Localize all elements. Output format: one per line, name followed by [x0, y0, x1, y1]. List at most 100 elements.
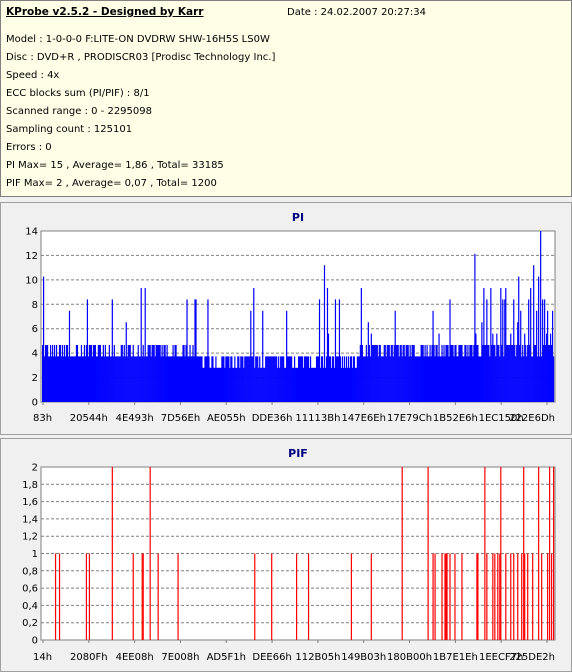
data-bar	[165, 356, 167, 402]
data-bar	[376, 345, 378, 402]
data-bar	[42, 345, 44, 402]
data-bar	[238, 356, 240, 402]
data-bar	[246, 356, 248, 402]
data-bar	[501, 345, 503, 402]
y-tick-label: 0,8	[22, 566, 38, 577]
data-bar	[296, 367, 298, 402]
data-bar	[292, 367, 294, 402]
data-bar	[483, 288, 485, 402]
data-bar	[401, 356, 403, 402]
data-bar	[215, 356, 217, 402]
data-bar	[124, 356, 126, 402]
data-bar	[342, 367, 345, 402]
data-bar	[394, 310, 396, 402]
y-tick-label: 1	[32, 549, 38, 560]
data-bar	[221, 356, 223, 402]
data-bar	[441, 553, 443, 640]
data-bar	[314, 367, 317, 402]
y-tick-label: 0	[32, 398, 38, 409]
data-bar	[524, 553, 526, 640]
data-bar	[484, 345, 486, 402]
data-bar	[109, 356, 111, 402]
model-line: Model : 1-0-0-0 F:LITE-ON DVDRW SHW-16H5…	[6, 34, 270, 45]
data-bar	[193, 356, 195, 402]
data-bar	[269, 356, 271, 402]
data-bar	[373, 345, 375, 402]
data-bar	[340, 367, 343, 402]
x-tick-label: DDE36h	[252, 413, 293, 424]
data-bar	[135, 356, 137, 402]
data-bar	[528, 299, 530, 402]
data-bar	[365, 345, 367, 402]
data-bar	[495, 356, 497, 402]
app-title: KProbe v2.5.2 - Designed by Karr	[6, 6, 204, 18]
data-bar	[404, 356, 406, 402]
data-bar	[375, 345, 377, 402]
data-bar	[432, 553, 434, 640]
data-bar	[235, 367, 237, 402]
data-bar	[222, 356, 224, 402]
data-bar	[130, 356, 132, 402]
data-bar	[50, 356, 53, 402]
data-bar	[57, 356, 60, 402]
data-bar	[52, 356, 55, 402]
data-bar	[421, 345, 423, 402]
data-bar	[65, 345, 68, 402]
data-bar	[208, 356, 210, 402]
data-bar	[417, 356, 419, 402]
data-bar	[549, 345, 551, 402]
data-bar	[514, 345, 516, 402]
data-bar	[458, 345, 460, 402]
data-bar	[393, 345, 395, 402]
data-bar	[532, 553, 534, 640]
data-bar	[478, 356, 480, 402]
data-bar	[360, 288, 362, 402]
data-bar	[356, 356, 358, 402]
data-bar	[278, 356, 280, 402]
y-tick-label: 8	[32, 300, 38, 311]
data-bar	[388, 345, 390, 402]
data-bar	[303, 356, 306, 402]
data-bar	[496, 333, 498, 402]
data-bar	[298, 356, 301, 402]
data-bar	[307, 553, 310, 640]
data-bar	[128, 345, 130, 402]
data-bar	[355, 367, 357, 402]
data-bar	[204, 356, 206, 402]
data-bar	[359, 345, 361, 402]
data-bar	[517, 553, 519, 640]
data-bar	[406, 345, 408, 402]
data-bar	[149, 467, 151, 640]
data-bar	[431, 345, 433, 402]
data-bar	[500, 288, 502, 402]
data-bar	[160, 356, 162, 402]
data-bar	[536, 310, 538, 402]
data-bar	[321, 356, 324, 402]
data-bar	[455, 345, 457, 402]
data-bar	[401, 467, 403, 640]
data-bar	[385, 356, 387, 402]
data-bar	[306, 356, 309, 402]
x-tick-label: 2080Fh	[70, 652, 108, 663]
data-bar	[307, 356, 310, 402]
data-bar	[58, 345, 61, 402]
data-bar	[289, 356, 291, 402]
data-bar	[268, 356, 270, 402]
data-bar	[174, 345, 176, 402]
data-bar	[271, 553, 273, 640]
data-bar	[538, 467, 540, 640]
data-bar	[254, 553, 256, 640]
data-bar	[51, 345, 54, 402]
data-bar	[110, 356, 112, 402]
data-bar	[88, 553, 91, 640]
data-bar	[350, 356, 352, 402]
data-bar	[117, 356, 119, 402]
data-bar	[485, 345, 487, 402]
data-bar	[548, 345, 550, 402]
data-bar	[237, 356, 239, 402]
data-bar	[275, 356, 277, 402]
data-bar	[312, 367, 315, 402]
data-bar	[79, 356, 82, 402]
data-bar	[551, 345, 553, 402]
data-bar	[288, 356, 290, 402]
